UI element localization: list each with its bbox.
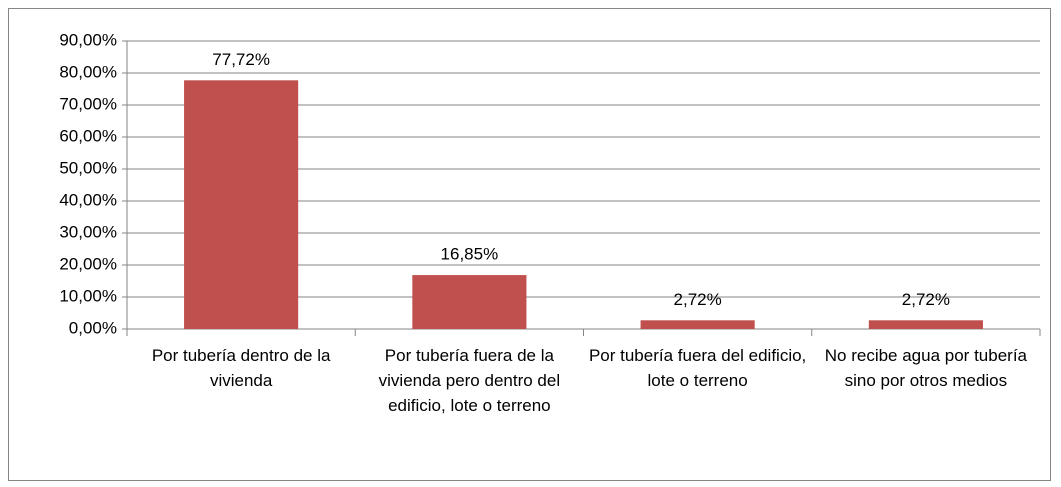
data-label: 2,72% bbox=[674, 290, 722, 309]
bar bbox=[868, 320, 983, 329]
y-tick-label: 80,00% bbox=[59, 62, 117, 81]
x-tick-label: Por tubería fuera del edificio, lote o t… bbox=[588, 346, 807, 390]
y-tick-label: 10,00% bbox=[59, 286, 117, 305]
y-tick-label: 20,00% bbox=[59, 254, 117, 273]
data-label: 2,72% bbox=[902, 290, 950, 309]
y-tick-label: 40,00% bbox=[59, 190, 117, 209]
y-tick-label: 70,00% bbox=[59, 94, 117, 113]
x-tick-label: Por tubería dentro de la vivienda bbox=[151, 346, 331, 390]
y-tick-label: 60,00% bbox=[59, 126, 117, 145]
bar bbox=[412, 275, 527, 329]
data-label: 16,85% bbox=[441, 245, 499, 264]
y-tick-label: 50,00% bbox=[59, 158, 117, 177]
y-tick-label: 90,00% bbox=[59, 30, 117, 49]
chart-border bbox=[8, 8, 1051, 481]
x-tick-label: Por tubería fuera de la vivienda pero de… bbox=[378, 346, 561, 415]
bar bbox=[184, 80, 299, 330]
data-label: 77,72% bbox=[212, 50, 270, 69]
x-tick-label: No recibe agua por tubería sino por otro… bbox=[824, 346, 1027, 390]
y-tick-label: 30,00% bbox=[59, 222, 117, 241]
bar bbox=[640, 320, 755, 329]
y-tick-label: 0,00% bbox=[69, 318, 117, 337]
